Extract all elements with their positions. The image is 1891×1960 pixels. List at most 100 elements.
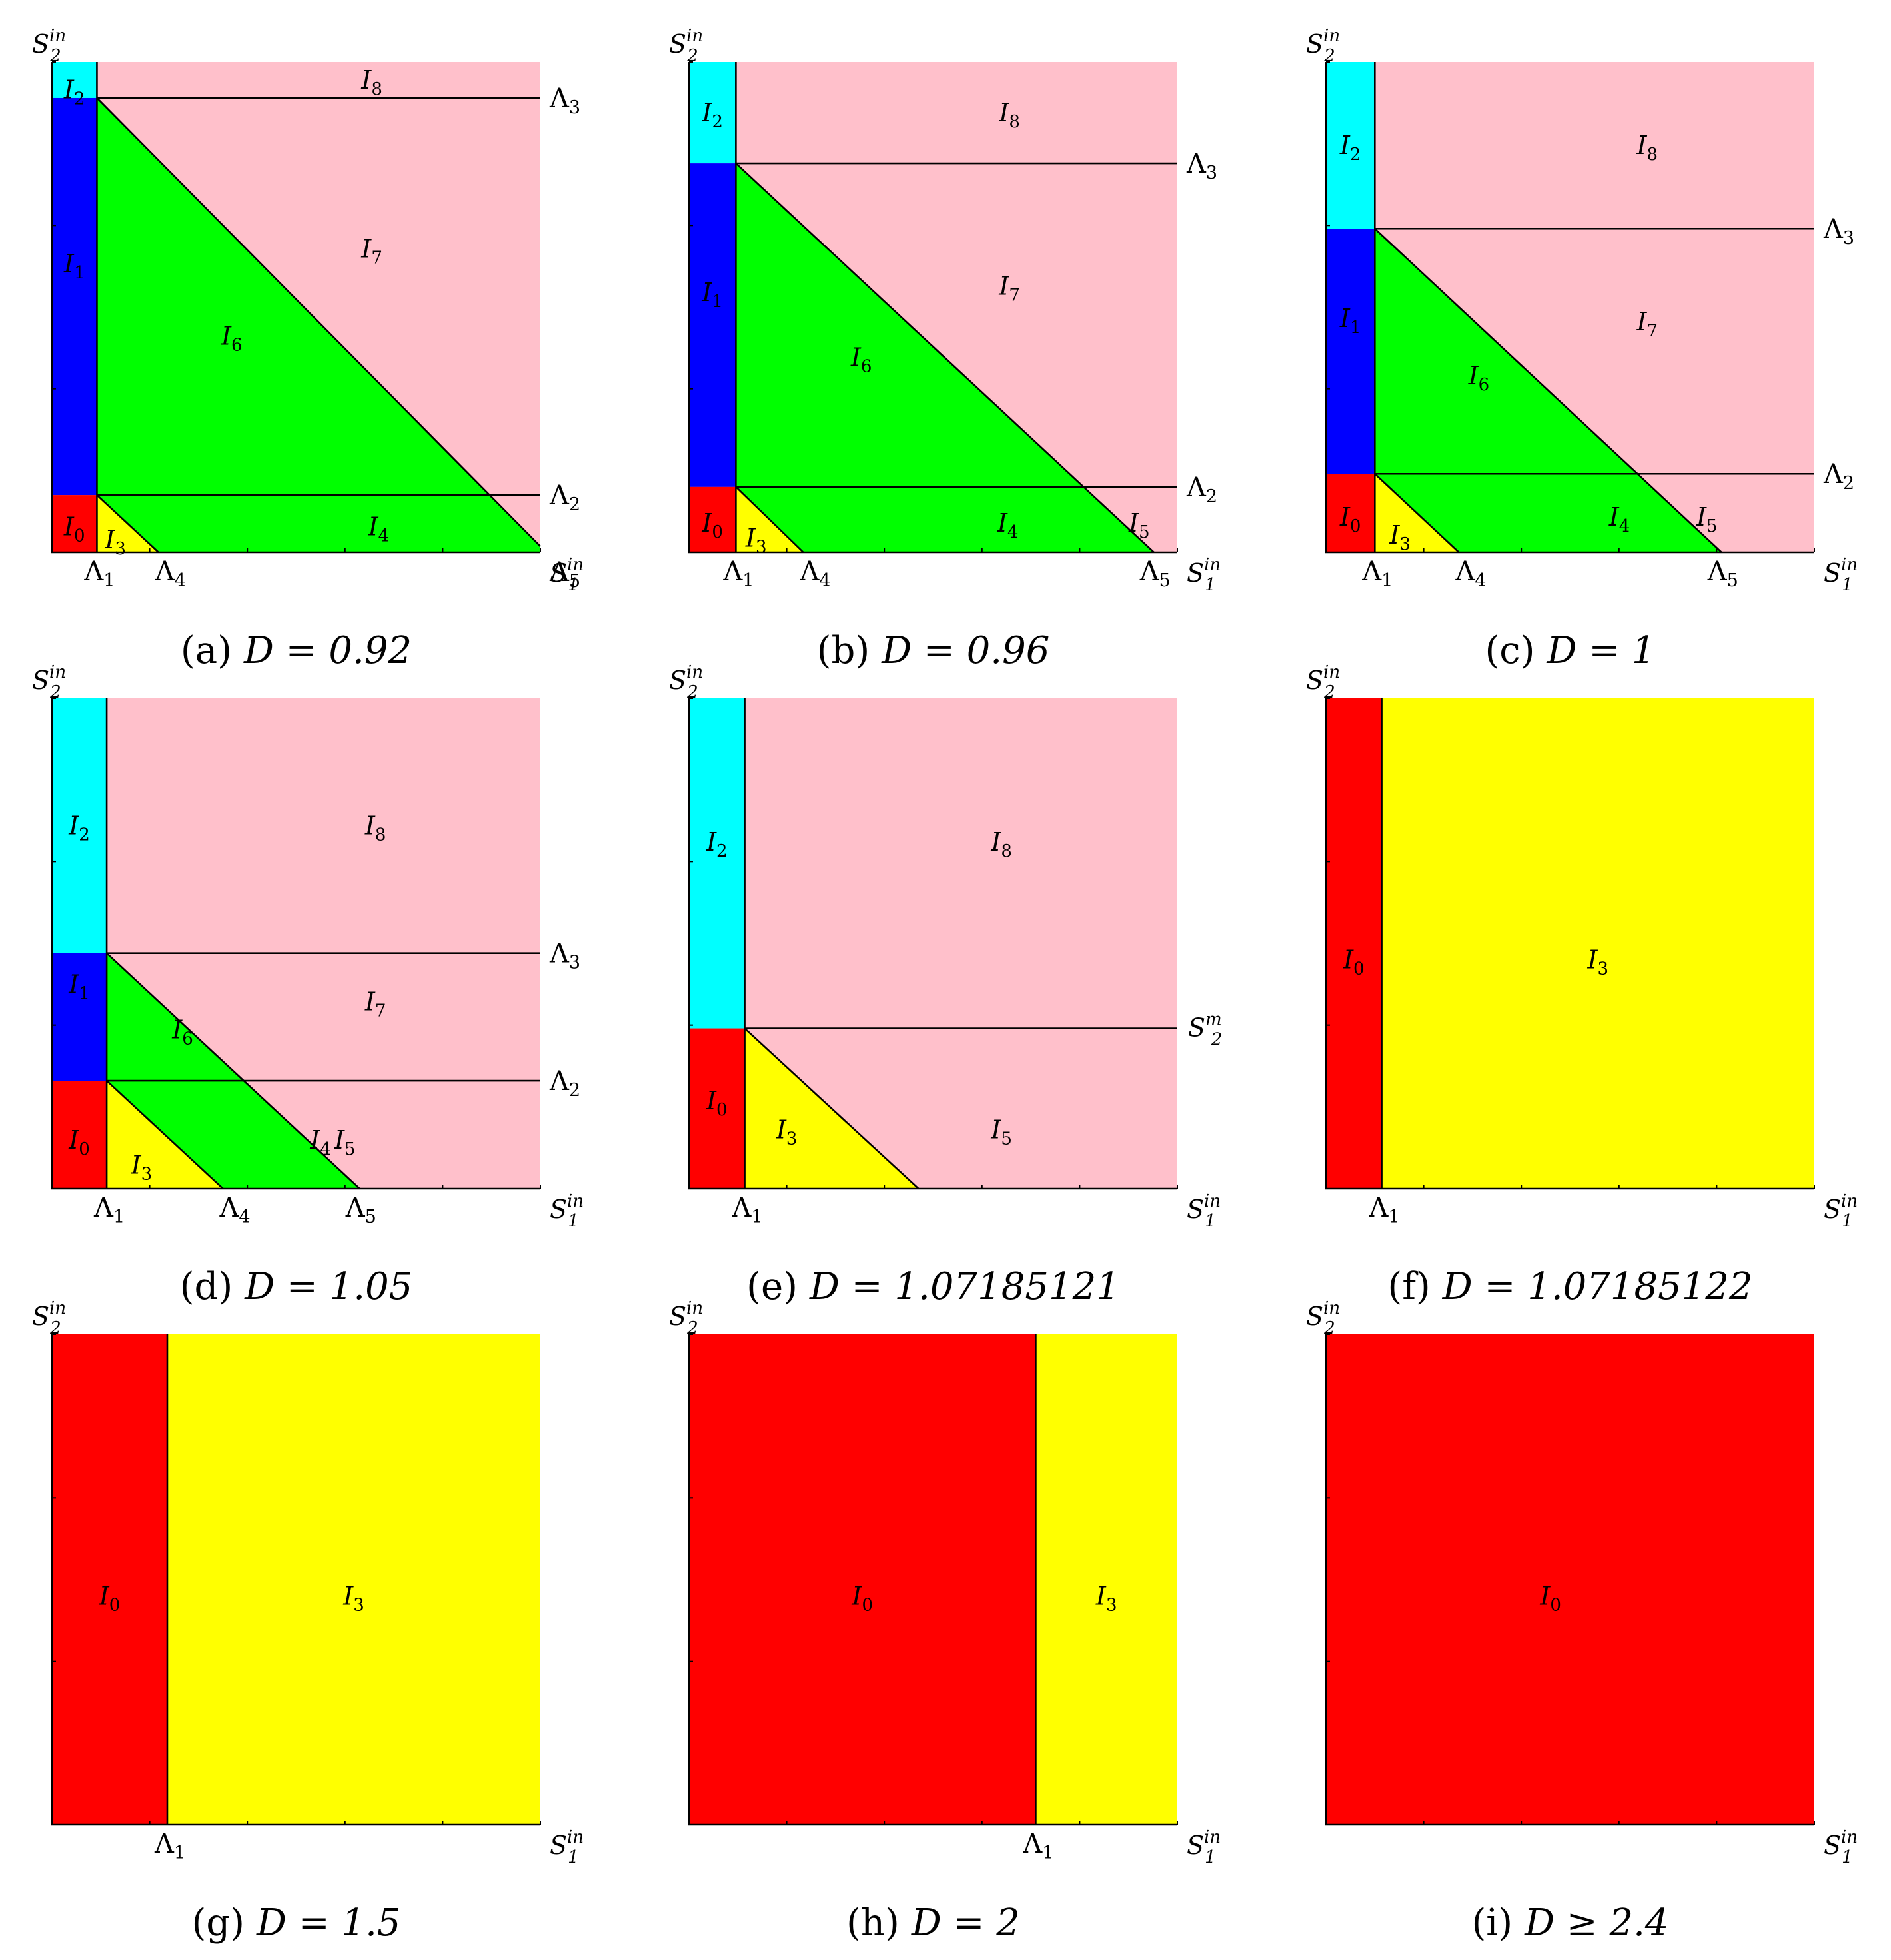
x-axis-label: Sin 1 xyxy=(1824,1191,1858,1231)
caption-equation: D = 0.92 xyxy=(243,629,412,672)
caption-label: (d) xyxy=(180,1265,233,1308)
region-label-I8: I8 xyxy=(360,65,382,99)
diagonal-line xyxy=(1374,228,1722,553)
region-label-I0: I0 xyxy=(1339,502,1361,536)
caption-equation: D ≥ 2.4 xyxy=(1524,1901,1668,1945)
panel-a: Λ3 Λ2 Λ5 Λ1 Λ4 I0 I1 I2 I3 I4 I6 I7 I8 Sin 1 Sin 2 (a) D =… xyxy=(32,26,584,672)
lambda5-label: Λ5 xyxy=(345,1193,376,1227)
caption: (c) D = 1 xyxy=(1485,629,1655,672)
region-label-I1: I1 xyxy=(63,249,85,283)
region-I0 xyxy=(52,495,97,552)
region-label-I5: I5 xyxy=(990,1115,1012,1149)
caption: (d) D = 1.05 xyxy=(180,1265,413,1308)
y-axis-label: Sin 2 xyxy=(1306,26,1340,66)
caption-label: (g) xyxy=(191,1901,245,1945)
caption-equation: D = 1.5 xyxy=(256,1901,400,1945)
caption-label: (c) xyxy=(1485,629,1535,672)
lambda5-label: Λ5 xyxy=(549,557,580,592)
region-label-I8: I8 xyxy=(364,811,386,845)
region-label-I2: I2 xyxy=(701,98,723,132)
lambda4-line xyxy=(96,494,159,553)
lambda2-label: Λ2 xyxy=(1823,459,1854,494)
panel-i: I0 Sin 1 Sin 2 (i) D ≥ 2.4 xyxy=(1306,1298,1858,1945)
lambda1-label: Λ1 xyxy=(93,1193,125,1227)
region-label-I0: I0 xyxy=(68,1125,90,1159)
region-label-I0: I0 xyxy=(706,1086,728,1120)
y-axis-label: Sin 2 xyxy=(1306,662,1340,702)
region-label-I4: I4 xyxy=(368,512,390,546)
region-label-I4: I4 xyxy=(309,1125,331,1159)
region-label-I2: I2 xyxy=(1339,131,1361,165)
caption-label: (h) xyxy=(846,1901,900,1945)
region-label-I8: I8 xyxy=(998,98,1020,132)
region-I2 xyxy=(689,62,736,164)
region-label-I3: I3 xyxy=(1389,520,1411,554)
region-I2 xyxy=(52,62,97,98)
caption: (b) D = 0.96 xyxy=(817,629,1050,672)
y-axis-label: Sin 2 xyxy=(32,662,66,702)
caption-equation: D = 0.96 xyxy=(881,629,1049,672)
region-I0 xyxy=(689,486,736,552)
lambda1-label: Λ1 xyxy=(1369,1193,1400,1227)
lambda4-label: Λ4 xyxy=(799,556,830,591)
region-label-I6: I6 xyxy=(850,343,872,377)
x-axis-label: Sin 1 xyxy=(1187,1191,1221,1231)
lambda3-label: Λ3 xyxy=(1186,149,1217,183)
region-I0 xyxy=(1326,1334,1814,1825)
region-I3 xyxy=(1326,698,1814,1189)
y-axis-label: Sin 2 xyxy=(669,1298,703,1338)
region-label-I2: I2 xyxy=(63,75,85,109)
region-label-I2: I2 xyxy=(706,827,728,861)
x-axis-label: Sin 1 xyxy=(1187,555,1221,595)
caption: (a) D = 0.92 xyxy=(181,629,412,672)
caption-label: (i) xyxy=(1471,1901,1513,1945)
lambda1-label: Λ1 xyxy=(1361,556,1393,591)
x-axis-label: Sin 1 xyxy=(550,1827,584,1867)
caption-label: (f) xyxy=(1387,1265,1430,1308)
caption-equation: D = 1 xyxy=(1547,629,1656,672)
lambda2-label: Λ2 xyxy=(549,480,580,515)
caption: (g) D = 1.5 xyxy=(191,1901,400,1945)
region-label-I5: I5 xyxy=(1696,502,1718,536)
y-axis-label: Sin 2 xyxy=(1306,1298,1340,1338)
region-label-I3: I3 xyxy=(104,525,126,559)
lambda3-label: Λ3 xyxy=(549,939,580,973)
region-label-I3: I3 xyxy=(131,1150,153,1184)
region-label-I3: I3 xyxy=(1095,1582,1117,1616)
region-label-I0: I0 xyxy=(99,1582,121,1616)
lambda2-label: Λ2 xyxy=(549,1066,580,1101)
lambda4-line xyxy=(106,1080,224,1189)
lambda1-label: Λ1 xyxy=(154,1829,185,1863)
y-axis-label: Sin 2 xyxy=(669,662,703,702)
lambda1-label: Λ1 xyxy=(1022,1829,1053,1863)
region-I0 xyxy=(1326,698,1382,1189)
diagonal-line xyxy=(106,952,360,1189)
lambda2-label: Λ2 xyxy=(1186,472,1217,507)
region-label-I3: I3 xyxy=(776,1115,798,1149)
region-label-I0: I0 xyxy=(701,508,723,542)
region-label-I3: I3 xyxy=(342,1582,364,1616)
region-I1 xyxy=(1326,229,1375,474)
y-axis-label: Sin 2 xyxy=(669,26,703,66)
lambda5-label: Λ5 xyxy=(1139,556,1171,591)
caption-label: (a) xyxy=(181,629,232,672)
region-label-I1: I1 xyxy=(701,278,723,312)
diagonal-line xyxy=(96,97,541,548)
caption-equation: D = 2 xyxy=(911,1901,1020,1945)
region-label-I7: I7 xyxy=(360,235,382,268)
caption-label: (b) xyxy=(817,629,870,672)
lambda4-line xyxy=(1374,473,1460,553)
x-axis-label: Sin 1 xyxy=(1824,555,1858,595)
region-I1 xyxy=(689,163,736,487)
panel-e: Λ1 Sm 2 I0 I2 I3 I5 I8 Sin 1 Sin 2 (e) D = 1.07185121 xyxy=(669,662,1222,1308)
lambda5-label: Λ5 xyxy=(1707,556,1738,591)
panel-h: Λ1 I0 I3 Sin 1 Sin 2 (h) D = 2 xyxy=(669,1298,1221,1945)
region-I0 xyxy=(52,1081,107,1189)
region-label-I7: I7 xyxy=(998,272,1020,306)
region-I2 xyxy=(1326,62,1375,229)
lambda1-label: Λ1 xyxy=(722,556,754,591)
region-label-I6: I6 xyxy=(221,322,243,356)
